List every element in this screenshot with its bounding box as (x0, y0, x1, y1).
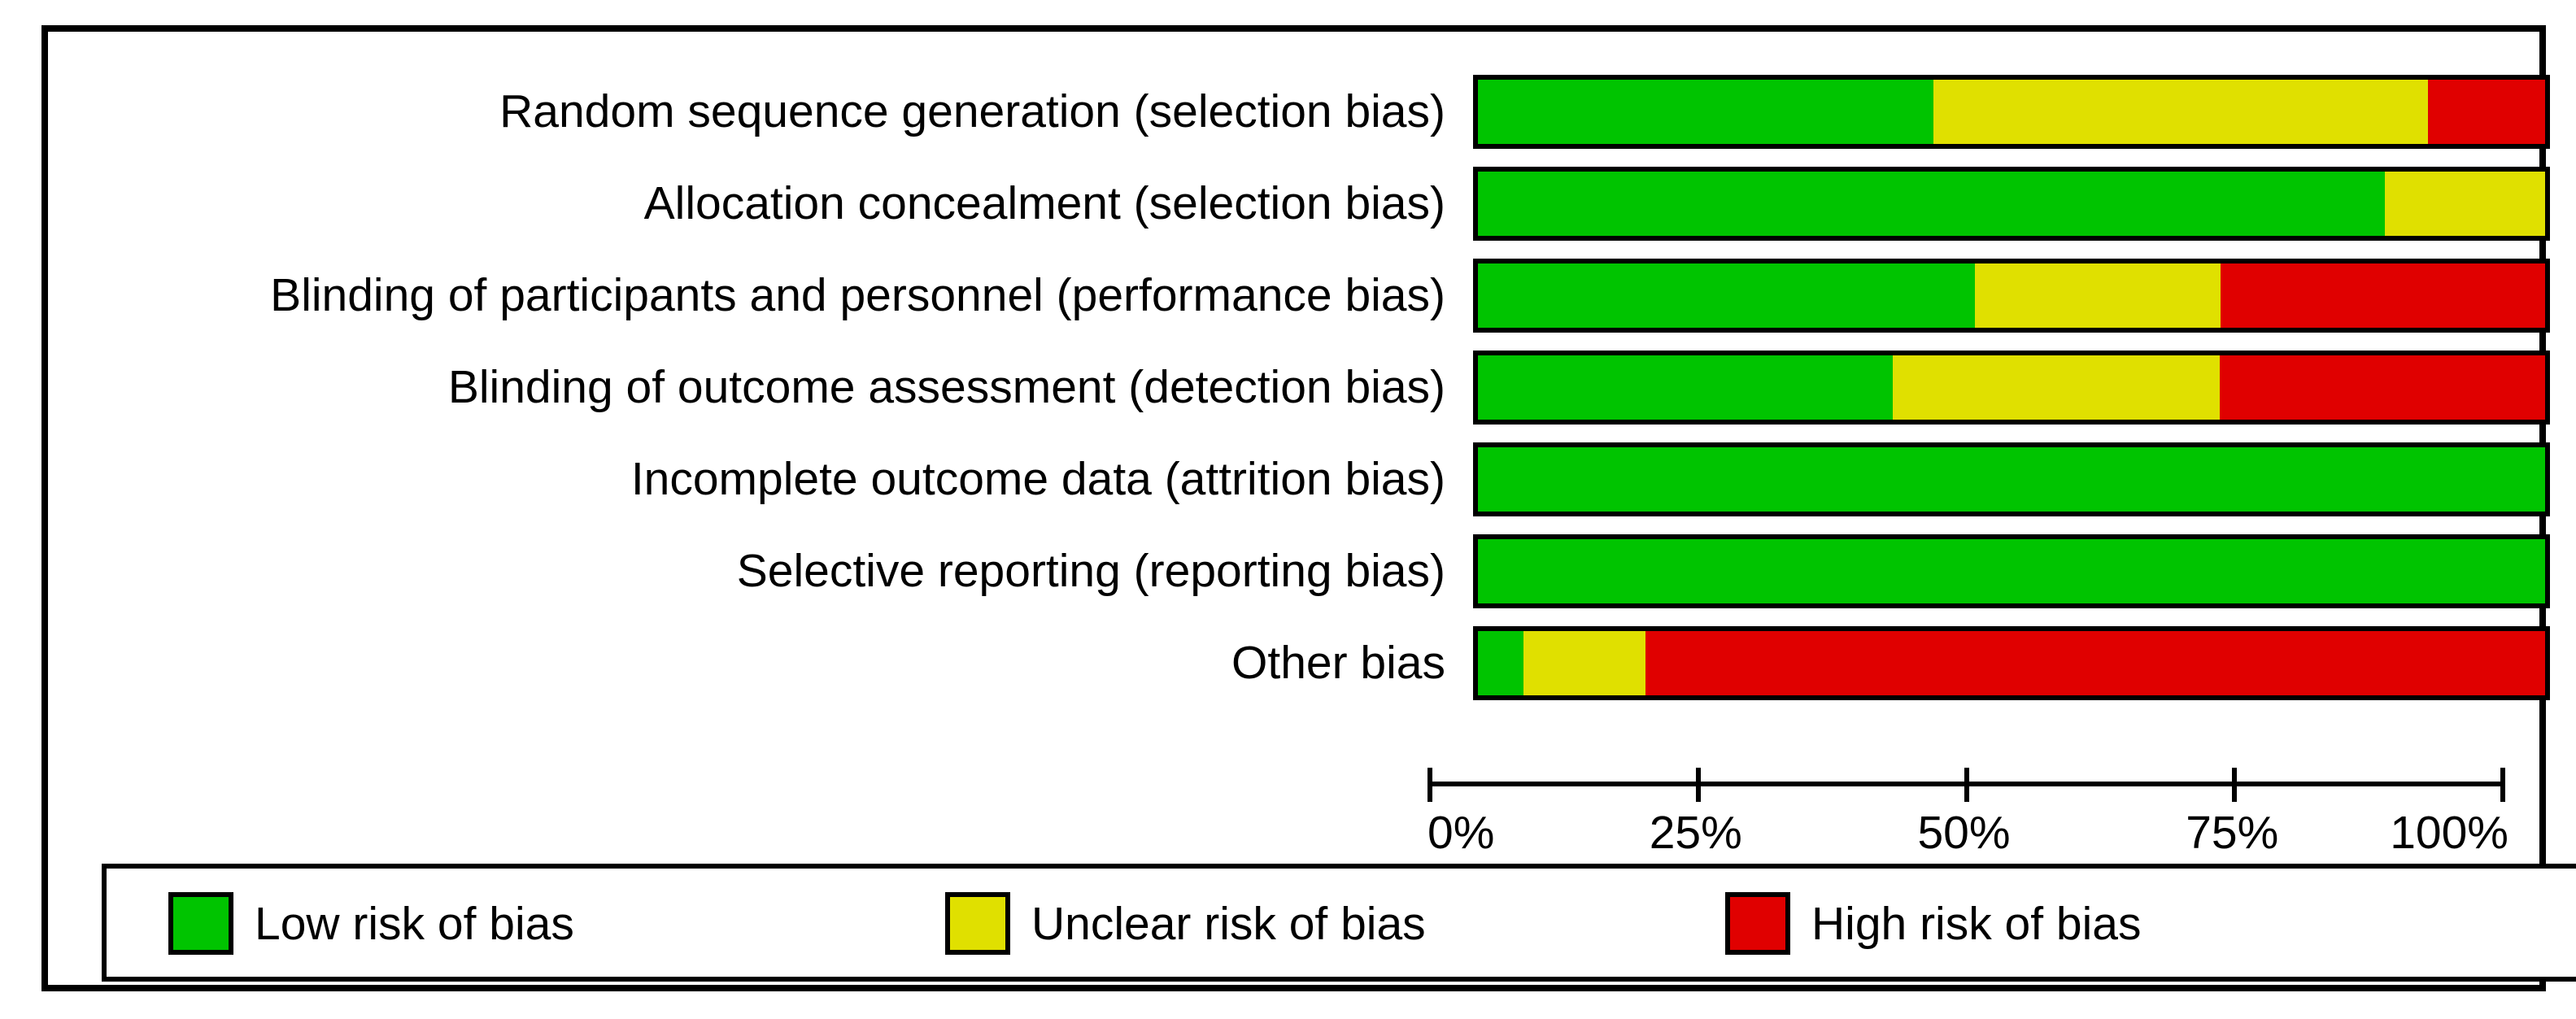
bar-segment-low-risk (1478, 631, 1524, 695)
bar-row (1473, 75, 2550, 149)
bar-segment-unclear-risk (1523, 631, 1645, 695)
bar-segment-low-risk (1478, 172, 2386, 236)
bar-segment-low-risk (1478, 447, 2545, 512)
legend-label: Low risk of bias (255, 897, 574, 950)
bar-row (1473, 626, 2550, 700)
x-axis-tick (1427, 768, 1432, 802)
category-label: Selective reporting (reporting bias) (736, 545, 1445, 597)
legend-entry: High risk of bias (1725, 887, 2142, 960)
legend-swatch-low-risk (168, 892, 233, 955)
bar-segment-low-risk (1478, 355, 1894, 420)
bar-segment-unclear-risk (1933, 80, 2428, 144)
bar-row (1473, 351, 2550, 425)
x-axis-tick (1695, 768, 1701, 802)
category-label: Blinding of outcome assessment (detectio… (447, 361, 1445, 413)
category-label: Allocation concealment (selection bias) (643, 177, 1445, 229)
bar-segment-high-risk (2427, 80, 2545, 144)
x-axis-tick-label: 75% (2186, 807, 2279, 859)
legend-box: Low risk of bias Unclear risk of bias High… (102, 864, 2576, 982)
bar-segment-unclear-risk (2385, 172, 2545, 236)
x-axis-tick (2232, 768, 2238, 802)
bar-row (1473, 534, 2550, 608)
x-axis-tick-label: 50% (1917, 807, 2011, 859)
bar-segment-low-risk (1478, 539, 2545, 603)
category-label: Other bias (1231, 637, 1445, 689)
category-label: Incomplete outcome data (attrition bias) (630, 453, 1445, 505)
bar-row (1473, 259, 2550, 333)
bar-segment-low-risk (1478, 80, 1934, 144)
x-axis-tick-label: 0% (1427, 807, 1495, 859)
chart-outer-border: Random sequence generation (selection bi… (41, 25, 2576, 991)
category-label: Blinding of participants and personnel (… (270, 269, 1445, 321)
bar-segment-low-risk (1478, 263, 1976, 328)
bar-segment-high-risk (1645, 631, 2545, 695)
bar-segment-high-risk (2221, 263, 2545, 328)
legend-label: High risk of bias (1811, 897, 2142, 950)
category-label: Random sequence generation (selection bi… (499, 85, 1445, 137)
bar-segment-high-risk (2219, 355, 2545, 420)
x-axis-tick (2500, 768, 2505, 802)
legend-swatch-unclear-risk (945, 892, 1010, 955)
legend-entry: Low risk of bias (168, 887, 574, 960)
bar-row (1473, 167, 2550, 241)
x-axis-tick-label: 25% (1649, 807, 1742, 859)
legend-swatch-high-risk (1725, 892, 1790, 955)
legend-entry: Unclear risk of bias (945, 887, 1426, 960)
x-axis-tick-label: 100% (2390, 807, 2508, 859)
legend-label: Unclear risk of bias (1031, 897, 1426, 950)
x-axis-tick (1964, 768, 1969, 802)
bar-segment-unclear-risk (1975, 263, 2221, 328)
bar-row (1473, 442, 2550, 516)
bar-segment-unclear-risk (1893, 355, 2220, 420)
